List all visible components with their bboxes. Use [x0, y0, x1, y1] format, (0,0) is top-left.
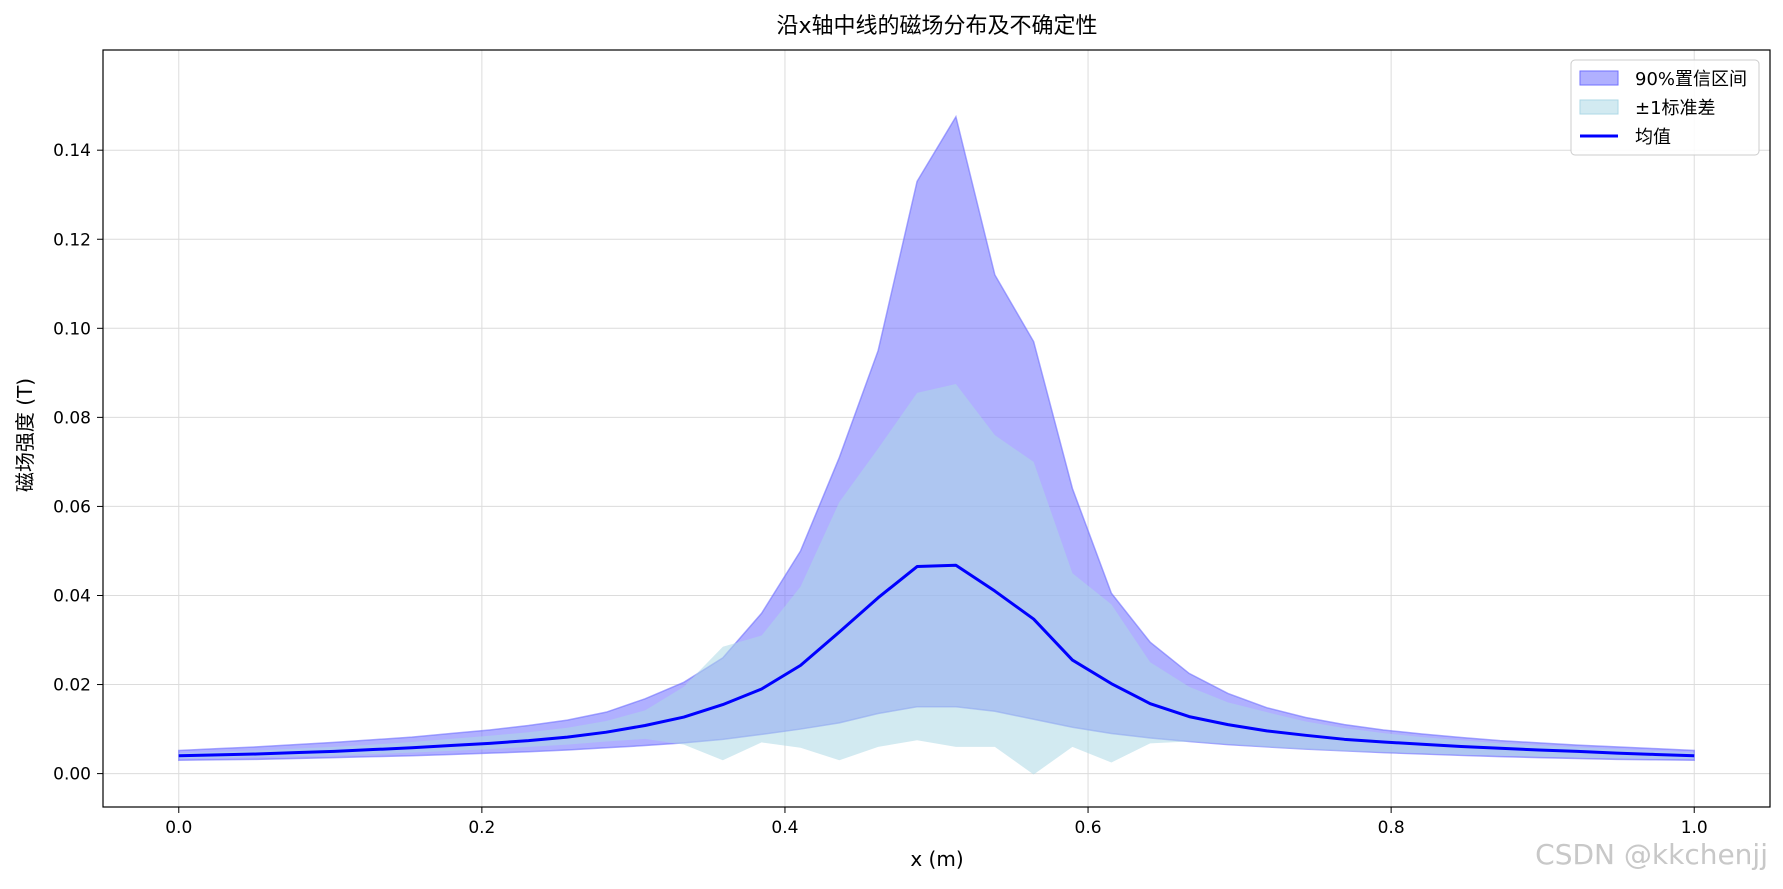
y-axis-title: 磁场强度 (T) — [13, 378, 37, 492]
watermark: CSDN @kkchenjj — [1535, 838, 1768, 871]
band-std1 — [178, 383, 1695, 775]
x-tick-label-1: 0.2 — [468, 818, 495, 838]
x-tick-label-4: 0.8 — [1378, 818, 1405, 838]
x-tick-label-3: 0.6 — [1075, 818, 1102, 838]
plot-frame — [102, 49, 1771, 808]
x-tick-label-0: 0.0 — [165, 818, 192, 838]
y-tick-label-4: 0.08 — [53, 408, 91, 428]
y-tick-label-7: 0.14 — [53, 141, 91, 161]
y-tick-label-6: 0.12 — [53, 230, 91, 250]
legend-label-2: 均值 — [1635, 127, 1671, 148]
chart-title: 沿x轴中线的磁场分布及不确定性 — [776, 14, 1097, 39]
y-tick-label-2: 0.04 — [53, 586, 91, 606]
mean-line — [178, 563, 1695, 758]
y-tick-label-3: 0.06 — [53, 497, 91, 517]
x-tick-label-5: 1.0 — [1681, 818, 1708, 838]
x-axis-title: x (m) — [910, 847, 963, 871]
y-tick-label-1: 0.02 — [53, 676, 91, 696]
y-tick-label-5: 0.10 — [53, 319, 91, 339]
legend-label-0: 90%置信区间 — [1635, 69, 1747, 90]
legend-swatch-1 — [1579, 99, 1619, 115]
legend-label-1: ±1标准差 — [1635, 98, 1716, 119]
y-tick-label-0: 0.00 — [53, 765, 91, 785]
confidence-bands — [178, 114, 1695, 775]
mean-line-layer — [178, 563, 1695, 758]
axis-ticks: 0.0 0.2 0.4 0.6 0.8 1.0 0.00 0.02 0.04 0.06 0.08 0.… — [53, 141, 1708, 838]
x-tick-label-2: 0.4 — [771, 818, 798, 838]
legend-swatch-0 — [1579, 70, 1619, 86]
